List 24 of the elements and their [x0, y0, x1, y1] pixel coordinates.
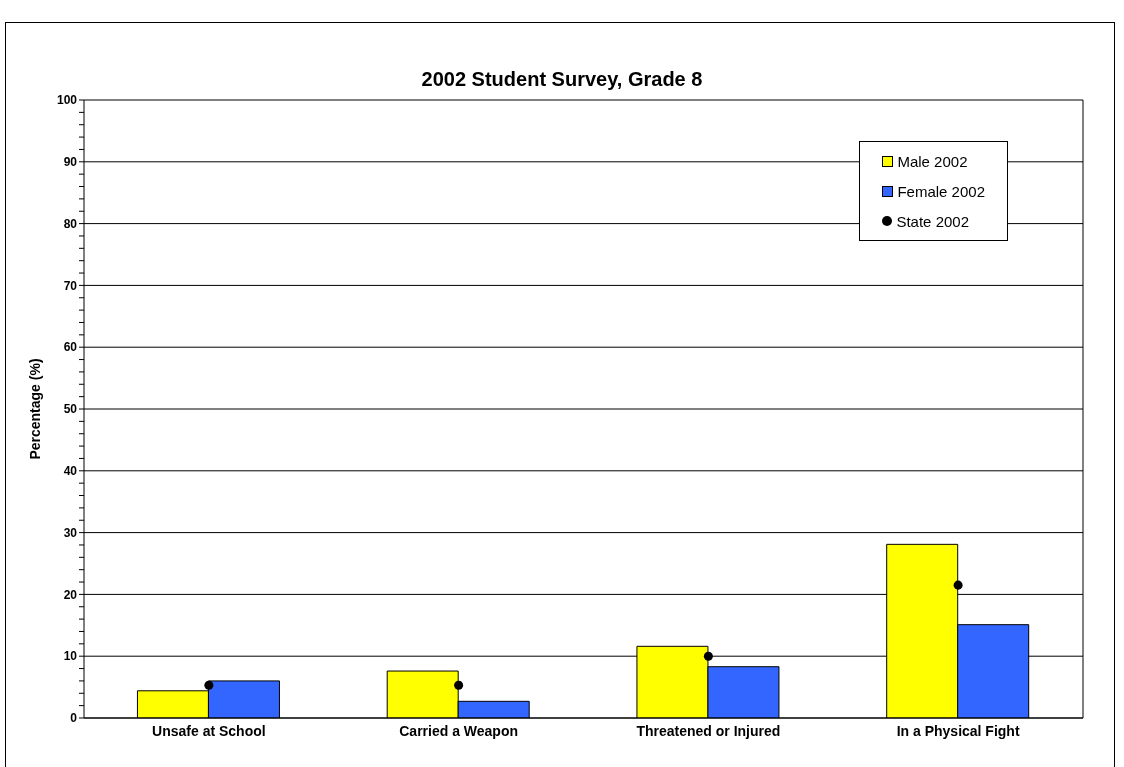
y-tick-label: 80 [63, 216, 78, 231]
y-axis-title: Percentage (%) [27, 358, 43, 460]
legend-label: Female 2002 [897, 182, 985, 200]
y-tick-label: 0 [70, 711, 78, 726]
y-tick-label: 50 [63, 402, 78, 417]
y-tick-label: 90 [63, 155, 78, 170]
chart-title: 2002 Student Survey, Grade 8 [420, 68, 704, 91]
y-tick-label: 10 [63, 649, 78, 664]
x-tick-label: In a Physical Fight [896, 722, 1020, 739]
x-tick-label: Unsafe at School [152, 722, 266, 739]
y-tick-label: 100 [56, 93, 78, 108]
legend-label: State 2002 [896, 212, 969, 230]
y-tick-label: 40 [63, 464, 78, 479]
y-tick-label: 30 [63, 525, 78, 540]
point [204, 680, 214, 690]
x-tick-label: Threatened or Injured [636, 722, 781, 739]
point [454, 680, 464, 690]
point [703, 651, 713, 661]
x-tick-label: Carried a Weapon [399, 722, 519, 739]
point [953, 580, 963, 590]
y-tick-label: 70 [63, 278, 78, 293]
y-tick-label: 60 [63, 340, 78, 355]
legend-label: Male 2002 [897, 152, 968, 170]
y-tick-label: 20 [63, 587, 78, 602]
